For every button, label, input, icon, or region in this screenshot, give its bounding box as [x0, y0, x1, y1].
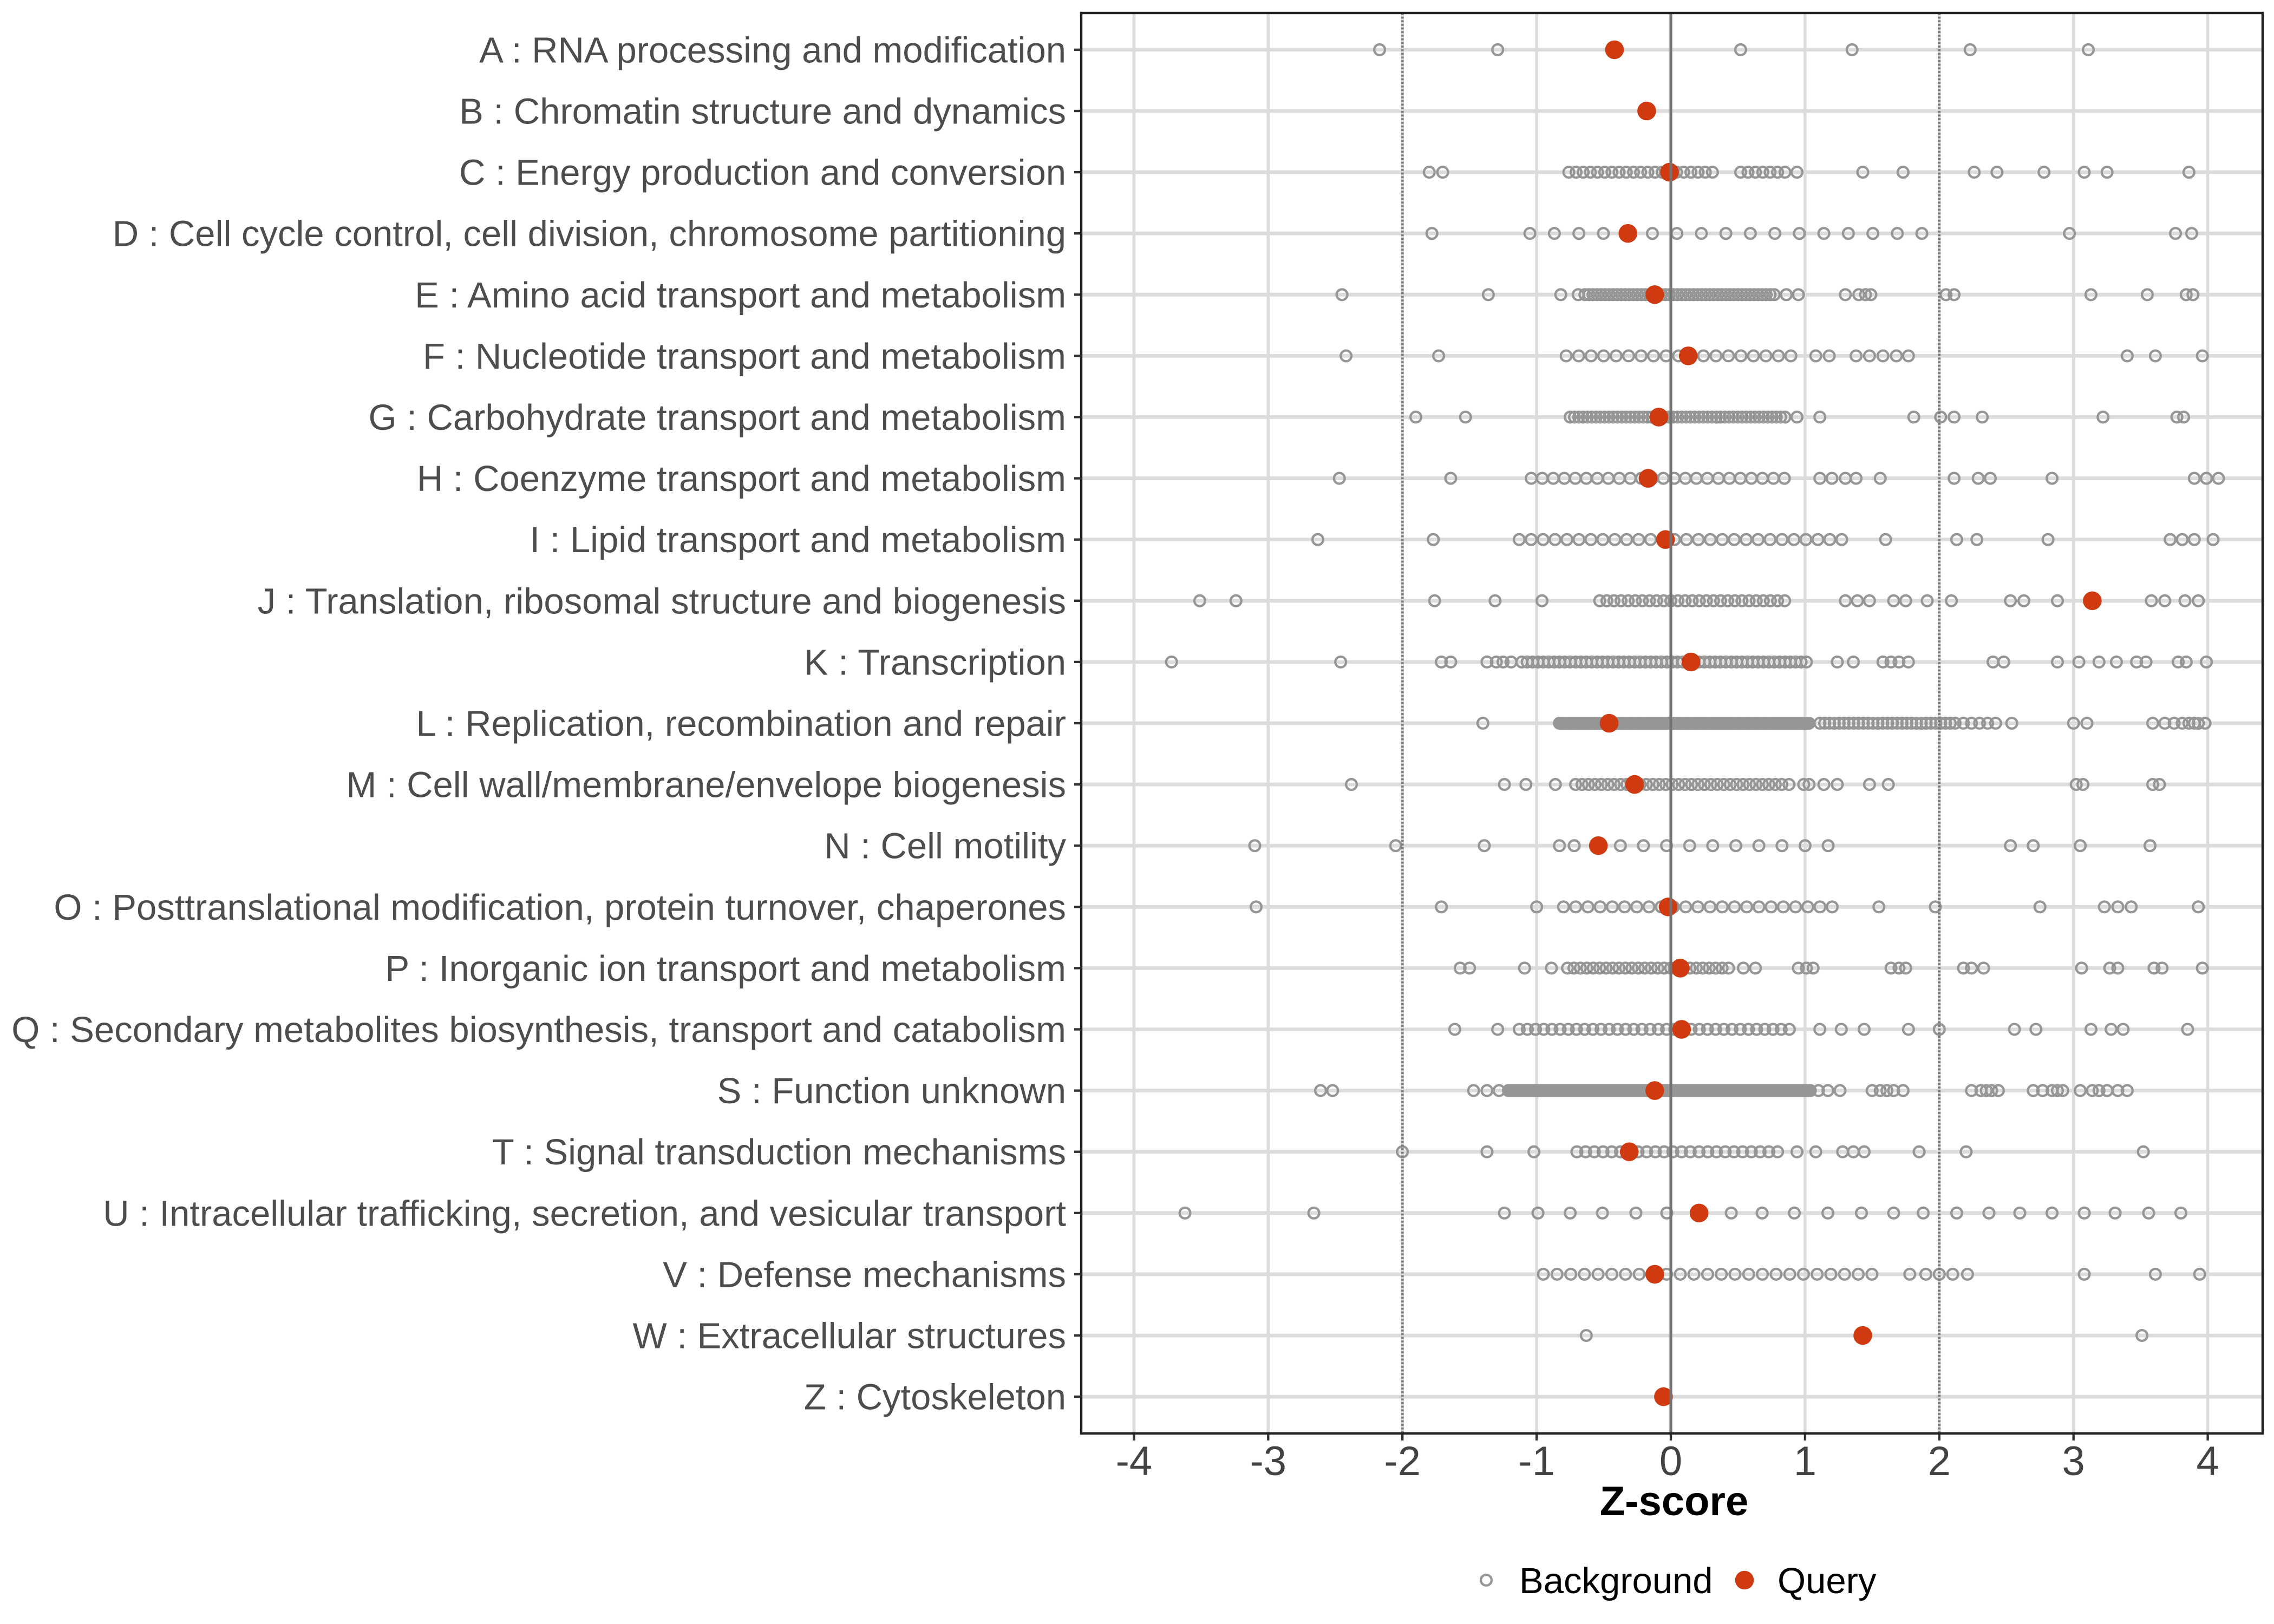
svg-text:4: 4 [2196, 1438, 2219, 1484]
svg-text:0: 0 [1659, 1438, 1682, 1484]
svg-text:P : Inorganic ion transport an: P : Inorganic ion transport and metaboli… [385, 948, 1066, 989]
svg-text:L : Replication, recombination: L : Replication, recombination and repai… [416, 704, 1066, 744]
svg-text:F : Nucleotide transport and m: F : Nucleotide transport and metabolism [423, 336, 1066, 377]
svg-text:-1: -1 [1518, 1438, 1555, 1484]
svg-text:M : Cell wall/membrane/envelop: M : Cell wall/membrane/envelope biogenes… [347, 765, 1067, 806]
svg-text:K : Transcription: K : Transcription [804, 642, 1066, 683]
svg-text:U : Intracellular trafficking,: U : Intracellular trafficking, secretion… [103, 1193, 1066, 1234]
svg-text:O : Posttranslational modifica: O : Posttranslational modification, prot… [54, 887, 1066, 928]
svg-text:I : Lipid transport and metabo: I : Lipid transport and metabolism [530, 520, 1066, 560]
svg-text:Z-score: Z-score [1600, 1478, 1749, 1524]
svg-text:V : Defense mechanisms: V : Defense mechanisms [663, 1254, 1066, 1295]
svg-text:E : Amino acid transport and m: E : Amino acid transport and metabolism [415, 275, 1066, 316]
svg-text:J : Translation, ribosomal str: J : Translation, ribosomal structure and… [258, 581, 1066, 621]
svg-text:2: 2 [1928, 1438, 1951, 1484]
svg-text:N : Cell motility: N : Cell motility [824, 826, 1066, 867]
svg-text:Background: Background [1519, 1561, 1713, 1601]
svg-text:H : Coenzyme transport and met: H : Coenzyme transport and metabolism [417, 459, 1066, 499]
svg-text:S : Function unknown: S : Function unknown [717, 1071, 1066, 1111]
svg-text:G : Carbohydrate transport and: G : Carbohydrate transport and metabolis… [368, 397, 1066, 438]
svg-text:C : Energy production and conv: C : Energy production and conversion [459, 153, 1066, 193]
svg-text:W : Extracellular structures: W : Extracellular structures [633, 1316, 1066, 1357]
svg-text:-3: -3 [1250, 1438, 1287, 1484]
svg-text:Z : Cytoskeleton: Z : Cytoskeleton [804, 1377, 1066, 1418]
svg-text:1: 1 [1794, 1438, 1816, 1484]
svg-text:B : Chromatin structure and dy: B : Chromatin structure and dynamics [459, 91, 1066, 132]
svg-text:Q : Secondary metabolites bios: Q : Secondary metabolites biosynthesis, … [11, 1010, 1066, 1050]
svg-text:-4: -4 [1116, 1438, 1153, 1484]
svg-text:A : RNA processing and modific: A : RNA processing and modification [479, 30, 1066, 70]
svg-text:D : Cell cycle control, cell d: D : Cell cycle control, cell division, c… [113, 214, 1066, 254]
svg-text:-2: -2 [1384, 1438, 1421, 1484]
svg-text:T : Signal transduction mechan: T : Signal transduction mechanisms [492, 1132, 1066, 1173]
svg-text:3: 3 [2062, 1438, 2085, 1484]
svg-text:Query: Query [1778, 1561, 1877, 1601]
